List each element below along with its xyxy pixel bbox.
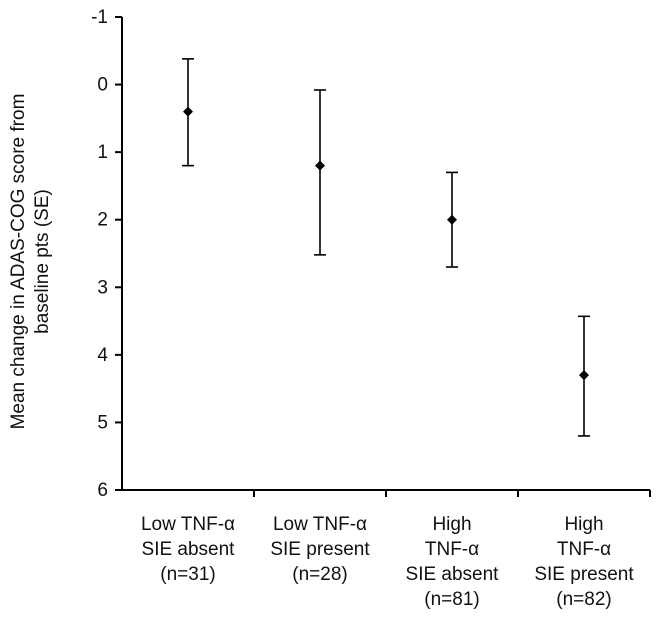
data-point-diamond [315, 160, 325, 171]
category-label-line: SIE present [534, 564, 634, 585]
data-point-diamond [447, 214, 457, 225]
y-axis-title-line: baseline pts (SE) [32, 189, 53, 334]
y-tick-label: 2 [97, 210, 108, 231]
y-tick-label: 5 [97, 412, 108, 433]
category-label-line: TNF-α [425, 539, 479, 560]
y-axis-title-text: Mean change in ADAS-COG score from baseli… [8, 94, 53, 430]
category-label-line: TNF-α [557, 539, 611, 560]
category-label-line: (n=82) [556, 589, 611, 610]
x-ticks [253, 490, 651, 497]
error-bars [182, 58, 590, 437]
y-tick-label: -1 [91, 7, 108, 28]
category-labels: Low TNF-α SIE absent (n=31) Low TNF-α SIE pr… [141, 514, 634, 610]
axes [121, 17, 650, 491]
category-label-line: High [564, 514, 603, 535]
y-tick-label: 4 [97, 345, 108, 366]
y-axis-title: Mean change in ADAS-COG score from baseli… [8, 94, 53, 430]
category-label-line: (n=28) [292, 564, 347, 585]
category-label-line: SIE present [270, 539, 370, 560]
category-label: Low TNF-α SIE absent (n=31) [141, 514, 235, 585]
data-point-diamond [183, 106, 193, 117]
category-label-line: Low TNF-α [273, 514, 367, 535]
data-point-diamond [579, 370, 589, 381]
y-ticks: -1 0 1 2 3 4 5 6 [91, 7, 122, 501]
y-tick-label: 0 [97, 75, 108, 96]
category-label-line: High [432, 514, 471, 535]
y-axis-title-line: Mean change in ADAS-COG score from [8, 94, 29, 430]
category-label: High TNF-α SIE present (n=82) [534, 514, 634, 610]
category-label-line: SIE absent [406, 564, 500, 585]
category-label-line: Low TNF-α [141, 514, 235, 535]
y-tick-label: 3 [97, 277, 108, 298]
category-label-line: (n=81) [424, 589, 479, 610]
category-label-line: SIE absent [142, 539, 236, 560]
y-tick-label: 1 [97, 142, 108, 163]
data-points [183, 106, 589, 381]
y-tick-label: 6 [97, 480, 108, 501]
category-label: High TNF-α SIE absent (n=81) [406, 514, 500, 610]
category-label-line: (n=31) [160, 564, 215, 585]
category-label: Low TNF-α SIE present (n=28) [270, 514, 370, 585]
